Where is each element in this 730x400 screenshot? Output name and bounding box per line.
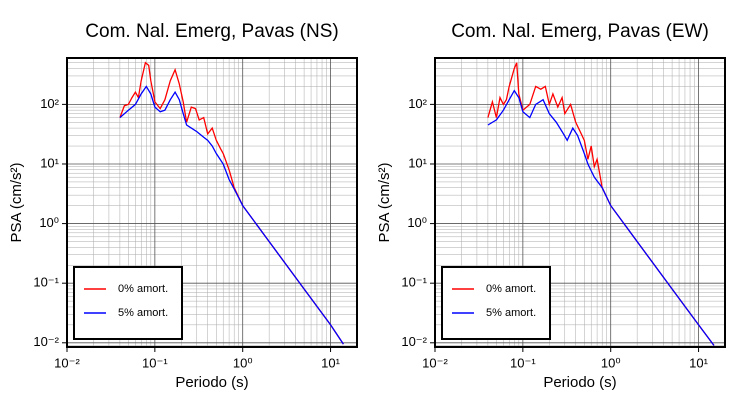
data-line <box>119 85 344 345</box>
y-tick-label: 10⁻¹ <box>401 275 427 290</box>
y-tick-label: 10⁻² <box>33 334 59 349</box>
x-tick-label: 10⁰ <box>233 355 253 370</box>
legend-label: 0% amort. <box>486 283 536 295</box>
data-line <box>487 62 715 346</box>
chart-title: Com. Nal. Emerg, Pavas (NS) <box>85 21 338 42</box>
y-tick-label: 10⁻² <box>401 334 427 349</box>
y-tick-label: 10⁰ <box>407 215 427 230</box>
y-tick-label: 10¹ <box>408 155 427 170</box>
chart-title: Com. Nal. Emerg, Pavas (EW) <box>451 21 709 42</box>
plot: 10⁻² 10⁻¹ 10⁰ 10¹ 10⁻² 10⁻¹ 10⁰ 10¹ 10² Com. Nal.… <box>8 21 358 391</box>
plot: 10⁻² 10⁻¹ 10⁰ 10¹ 10⁻² 10⁻¹ 10⁰ 10¹ 10² Com. Nal.… <box>376 21 726 391</box>
y-axis-label: PSA (cm/s²) <box>376 162 393 242</box>
legend-label: 5% amort. <box>118 307 168 319</box>
plot-frame <box>434 57 726 348</box>
y-axis-label: PSA (cm/s²) <box>8 162 25 242</box>
x-axis-label: Periodo (s) <box>543 374 616 391</box>
x-tick-label: 10⁻² <box>54 355 80 370</box>
x-tick-label: 10⁻¹ <box>142 355 168 370</box>
legend-box <box>441 266 551 340</box>
y-tick-label: 10² <box>408 96 427 111</box>
x-tick-label: 10¹ <box>321 355 340 370</box>
x-tick-label: 10¹ <box>689 355 708 370</box>
y-tick-label: 10¹ <box>40 155 59 170</box>
y-tick-label: 10² <box>40 96 59 111</box>
legend-label: 5% amort. <box>486 307 536 319</box>
x-axis-label: Periodo (s) <box>175 374 248 391</box>
x-tick-label: 10⁻² <box>422 355 448 370</box>
data-line <box>119 61 344 345</box>
x-tick-label: 10⁰ <box>601 355 621 370</box>
x-tick-label: 10⁻¹ <box>510 355 536 370</box>
legend-box <box>73 266 183 340</box>
y-tick-label: 10⁰ <box>39 215 59 230</box>
y-tick-label: 10⁻¹ <box>33 275 59 290</box>
legend-label: 0% amort. <box>118 283 168 295</box>
data-line <box>487 89 715 346</box>
plot-frame <box>66 57 358 348</box>
